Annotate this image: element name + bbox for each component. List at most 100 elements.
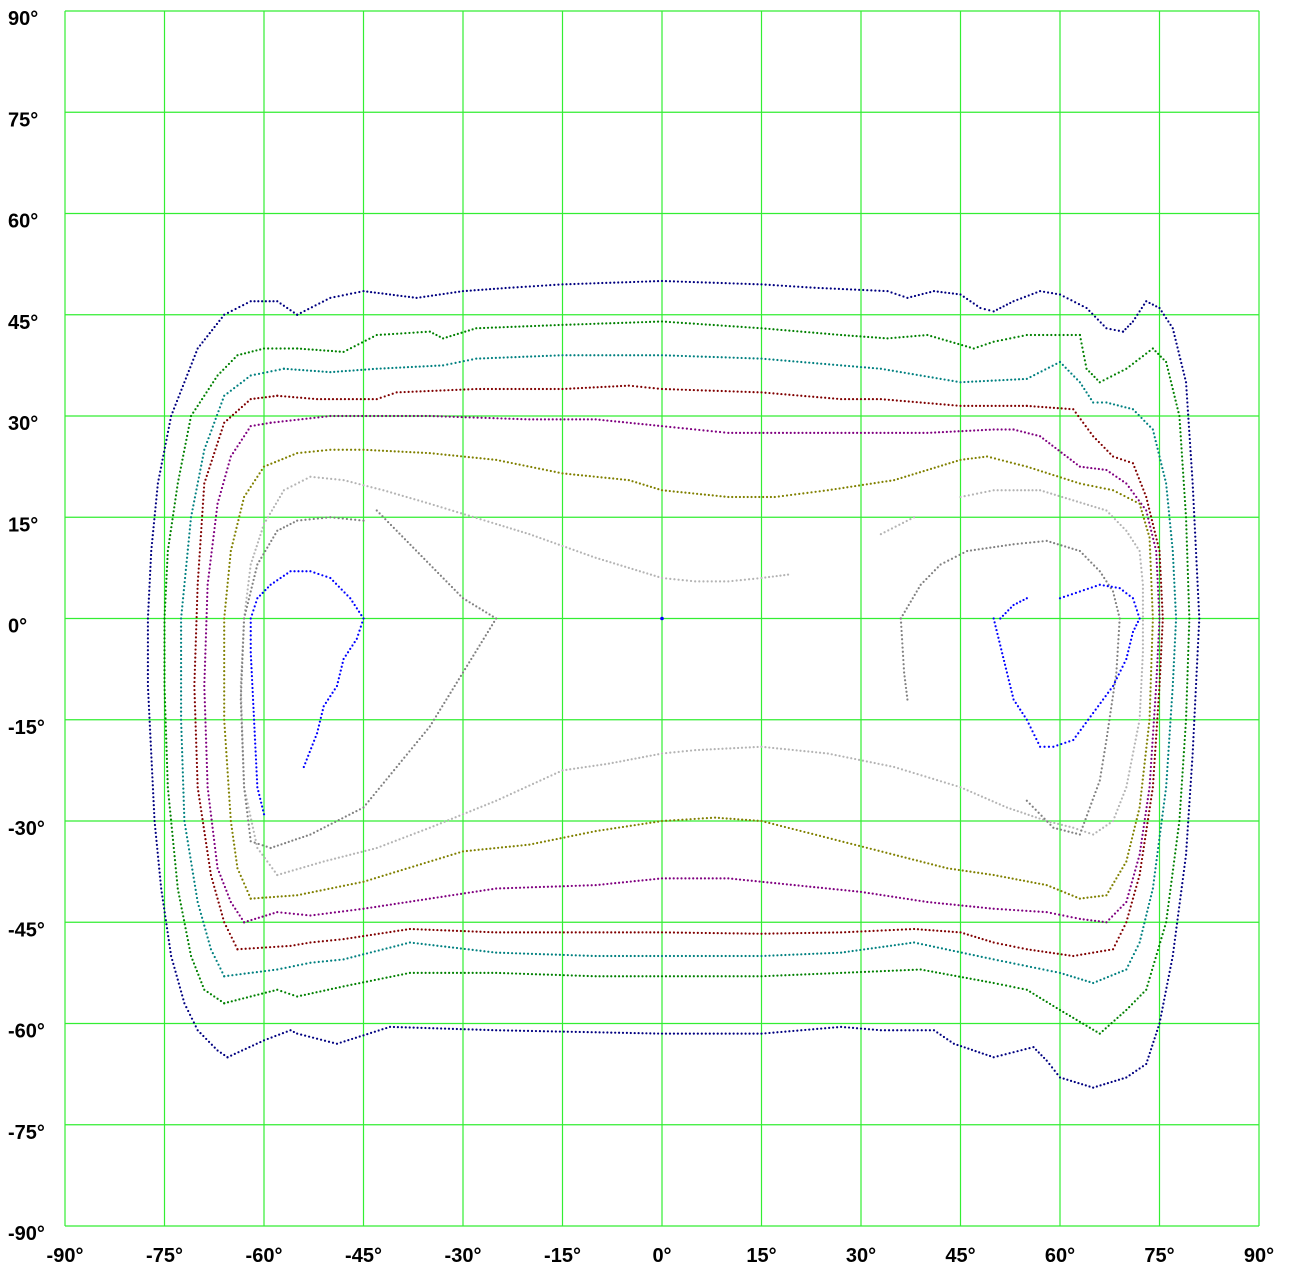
data-point bbox=[569, 473, 572, 476]
data-point bbox=[800, 1029, 803, 1032]
data-point bbox=[205, 628, 208, 631]
data-point bbox=[1158, 617, 1161, 620]
data-point bbox=[855, 1027, 859, 1030]
data-point bbox=[1039, 996, 1042, 999]
data-point bbox=[1156, 850, 1159, 854]
data-point bbox=[676, 877, 679, 880]
data-point bbox=[1178, 906, 1181, 909]
data-point bbox=[1184, 512, 1187, 515]
data-point bbox=[1154, 688, 1158, 692]
data-point bbox=[840, 364, 843, 367]
data-point bbox=[1113, 373, 1117, 376]
data-point bbox=[1027, 294, 1030, 297]
data-point bbox=[1197, 633, 1200, 636]
data-point bbox=[464, 330, 467, 333]
data-point bbox=[1053, 912, 1057, 915]
data-point bbox=[917, 293, 920, 297]
data-point bbox=[869, 847, 872, 850]
data-point bbox=[1140, 933, 1143, 936]
data-point bbox=[195, 761, 198, 765]
data-point bbox=[268, 395, 271, 398]
data-point bbox=[1189, 784, 1192, 788]
data-point bbox=[245, 596, 248, 599]
data-point bbox=[205, 607, 208, 611]
data-point bbox=[1188, 801, 1191, 804]
data-point bbox=[206, 849, 209, 853]
data-point bbox=[1173, 938, 1176, 941]
data-point bbox=[467, 388, 470, 391]
data-point bbox=[1002, 305, 1005, 308]
data-point bbox=[740, 975, 743, 978]
data-point bbox=[688, 975, 691, 978]
data-point bbox=[1067, 478, 1070, 481]
data-point bbox=[613, 281, 616, 284]
data-point bbox=[252, 556, 255, 559]
data-point bbox=[228, 803, 231, 806]
data-point bbox=[1183, 738, 1186, 742]
data-point bbox=[213, 1046, 216, 1049]
data-point bbox=[1166, 913, 1169, 916]
data-point bbox=[1188, 429, 1191, 432]
data-point bbox=[668, 975, 672, 978]
data-point bbox=[1146, 738, 1149, 741]
data-point bbox=[892, 928, 895, 932]
data-point bbox=[229, 900, 232, 904]
data-point bbox=[1136, 881, 1139, 884]
data-point bbox=[214, 514, 218, 518]
data-point bbox=[748, 390, 751, 394]
data-point bbox=[1017, 963, 1020, 966]
data-point bbox=[857, 484, 861, 487]
data-point bbox=[209, 806, 212, 809]
data-point bbox=[1055, 362, 1058, 365]
data-point bbox=[903, 371, 906, 374]
data-point bbox=[625, 975, 628, 978]
data-point bbox=[715, 494, 718, 497]
data-point bbox=[196, 404, 199, 407]
data-point bbox=[1187, 601, 1190, 604]
data-point bbox=[483, 387, 486, 391]
data-point bbox=[163, 911, 166, 914]
data-point bbox=[570, 884, 573, 888]
data-point bbox=[154, 510, 157, 513]
data-point bbox=[574, 931, 577, 934]
data-point bbox=[1134, 411, 1137, 414]
data-point bbox=[1094, 438, 1098, 441]
data-point bbox=[1156, 717, 1159, 720]
data-point bbox=[205, 391, 208, 394]
data-point bbox=[479, 387, 482, 391]
data-point bbox=[528, 418, 531, 421]
data-point bbox=[1111, 915, 1114, 918]
data-point bbox=[510, 886, 514, 890]
data-point bbox=[435, 389, 438, 392]
data-point bbox=[164, 601, 167, 604]
data-point bbox=[672, 1032, 676, 1035]
data-point bbox=[268, 969, 271, 972]
data-point bbox=[734, 495, 738, 499]
data-point bbox=[597, 282, 600, 285]
data-point bbox=[238, 441, 241, 445]
data-point bbox=[1128, 909, 1131, 912]
data-point bbox=[422, 365, 425, 368]
data-point bbox=[297, 481, 301, 484]
data-point bbox=[539, 418, 543, 421]
data-point bbox=[1140, 841, 1143, 844]
data-point bbox=[435, 333, 438, 337]
data-point bbox=[524, 285, 527, 288]
data-point bbox=[1126, 917, 1129, 920]
data-point bbox=[625, 354, 628, 357]
data-point bbox=[181, 384, 185, 388]
data-point bbox=[280, 911, 283, 914]
data-point bbox=[204, 729, 207, 732]
data-point bbox=[680, 388, 684, 391]
data-point bbox=[673, 426, 676, 429]
data-point bbox=[1161, 810, 1165, 813]
data-point bbox=[193, 880, 196, 883]
data-point bbox=[1075, 481, 1078, 484]
data-point bbox=[598, 931, 601, 934]
data-point bbox=[949, 340, 952, 343]
data-point bbox=[1158, 1022, 1161, 1025]
data-point bbox=[732, 1032, 735, 1035]
data-point bbox=[282, 489, 285, 492]
data-point bbox=[314, 862, 318, 865]
data-point bbox=[221, 425, 225, 428]
